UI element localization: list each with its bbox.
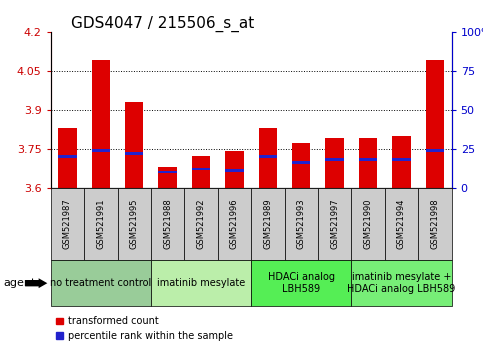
Text: GSM521987: GSM521987 (63, 199, 72, 249)
Text: GSM521998: GSM521998 (430, 199, 440, 249)
Bar (392, 158, 411, 161)
Bar (51, 188, 84, 260)
Bar (225, 169, 243, 172)
Bar (158, 167, 177, 188)
Text: agent: agent (4, 278, 36, 288)
Text: GSM521996: GSM521996 (230, 199, 239, 249)
Bar (359, 158, 377, 161)
Bar (385, 188, 418, 260)
Bar (84, 188, 117, 260)
Text: no treatment control: no treatment control (50, 278, 152, 288)
Bar (326, 138, 344, 188)
Text: GSM521994: GSM521994 (397, 199, 406, 249)
Bar (218, 188, 251, 260)
Bar (292, 161, 311, 164)
Text: GSM521993: GSM521993 (297, 199, 306, 249)
Bar (192, 156, 210, 188)
Bar (151, 188, 185, 260)
Legend: transformed count, percentile rank within the sample: transformed count, percentile rank withi… (56, 316, 233, 341)
Text: HDACi analog
LBH589: HDACi analog LBH589 (268, 272, 335, 294)
Bar (352, 188, 385, 260)
Bar (251, 260, 351, 306)
Text: GSM521997: GSM521997 (330, 199, 339, 249)
Bar (251, 188, 284, 260)
Bar (151, 260, 251, 306)
Bar (51, 260, 151, 306)
Text: GSM521991: GSM521991 (96, 199, 105, 249)
Bar (292, 143, 311, 188)
Bar (259, 155, 277, 158)
Bar (125, 102, 143, 188)
Bar (426, 149, 444, 152)
Text: GSM521992: GSM521992 (197, 199, 206, 249)
Bar (58, 128, 77, 188)
Text: imatinib mesylate: imatinib mesylate (157, 278, 245, 288)
Text: imatinib mesylate +
HDACi analog LBH589: imatinib mesylate + HDACi analog LBH589 (347, 272, 455, 294)
Bar (192, 167, 210, 170)
Bar (117, 188, 151, 260)
Bar (185, 188, 218, 260)
Bar (92, 61, 110, 188)
Text: GSM521990: GSM521990 (364, 199, 372, 249)
Bar (426, 61, 444, 188)
Bar (92, 149, 110, 152)
Bar (58, 155, 77, 158)
Bar (259, 128, 277, 188)
Text: GDS4047 / 215506_s_at: GDS4047 / 215506_s_at (71, 16, 254, 32)
Bar (392, 136, 411, 188)
Text: GSM521995: GSM521995 (130, 199, 139, 249)
Bar (284, 188, 318, 260)
Bar (352, 260, 452, 306)
Text: GSM521989: GSM521989 (263, 199, 272, 249)
Bar (158, 171, 177, 173)
Bar (225, 151, 243, 188)
Text: GSM521988: GSM521988 (163, 199, 172, 249)
Bar (125, 152, 143, 155)
Bar (418, 188, 452, 260)
Bar (318, 188, 351, 260)
Bar (359, 138, 377, 188)
Bar (326, 158, 344, 161)
